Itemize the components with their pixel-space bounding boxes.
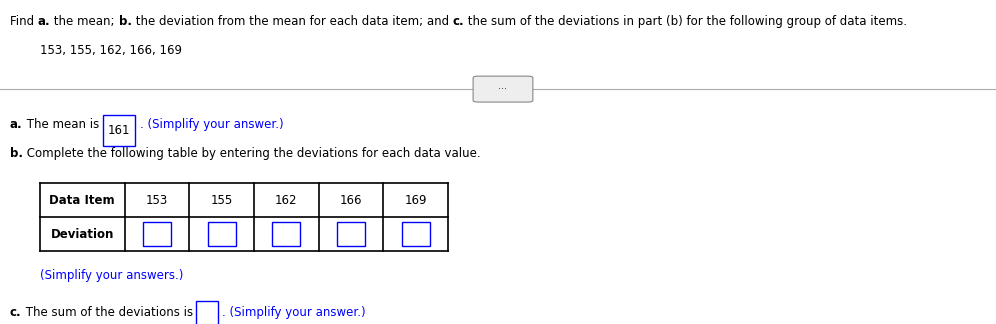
Text: a.: a.: [38, 15, 51, 28]
Text: b.: b.: [10, 147, 23, 160]
Text: Data Item: Data Item: [50, 193, 115, 207]
Bar: [401, 222, 430, 246]
Text: The mean is: The mean is: [23, 118, 103, 131]
Text: (Simplify your answers.): (Simplify your answers.): [40, 269, 183, 282]
Text: 161: 161: [108, 124, 130, 137]
Text: the sum of the deviations in part (b) for the following group of data items.: the sum of the deviations in part (b) fo…: [464, 15, 907, 28]
Text: 153: 153: [145, 193, 168, 207]
Text: 162: 162: [275, 193, 298, 207]
Text: 169: 169: [404, 193, 427, 207]
Bar: [208, 222, 236, 246]
Text: 153, 155, 162, 166, 169: 153, 155, 162, 166, 169: [40, 44, 182, 57]
FancyBboxPatch shape: [473, 76, 533, 102]
Bar: [272, 222, 301, 246]
Text: Find: Find: [10, 15, 38, 28]
Text: Complete the following table by entering the deviations for each data value.: Complete the following table by entering…: [23, 147, 481, 160]
Text: The sum of the deviations is: The sum of the deviations is: [22, 306, 196, 319]
Text: c.: c.: [452, 15, 464, 28]
Text: . (Simplify your answer.): . (Simplify your answer.): [140, 118, 284, 131]
Text: 155: 155: [210, 193, 233, 207]
Text: the mean;: the mean;: [51, 15, 119, 28]
Text: . (Simplify your answer.): . (Simplify your answer.): [222, 306, 366, 319]
Bar: [337, 222, 366, 246]
Text: Deviation: Deviation: [51, 227, 114, 241]
Bar: [103, 115, 135, 146]
Text: the deviation from the mean for each data item; and: the deviation from the mean for each dat…: [131, 15, 452, 28]
Text: a.: a.: [10, 118, 23, 131]
Text: b.: b.: [119, 15, 131, 28]
Text: c.: c.: [10, 306, 22, 319]
Text: 166: 166: [340, 193, 363, 207]
Bar: [196, 301, 218, 324]
Bar: [143, 222, 171, 246]
Text: ···: ···: [498, 84, 508, 94]
